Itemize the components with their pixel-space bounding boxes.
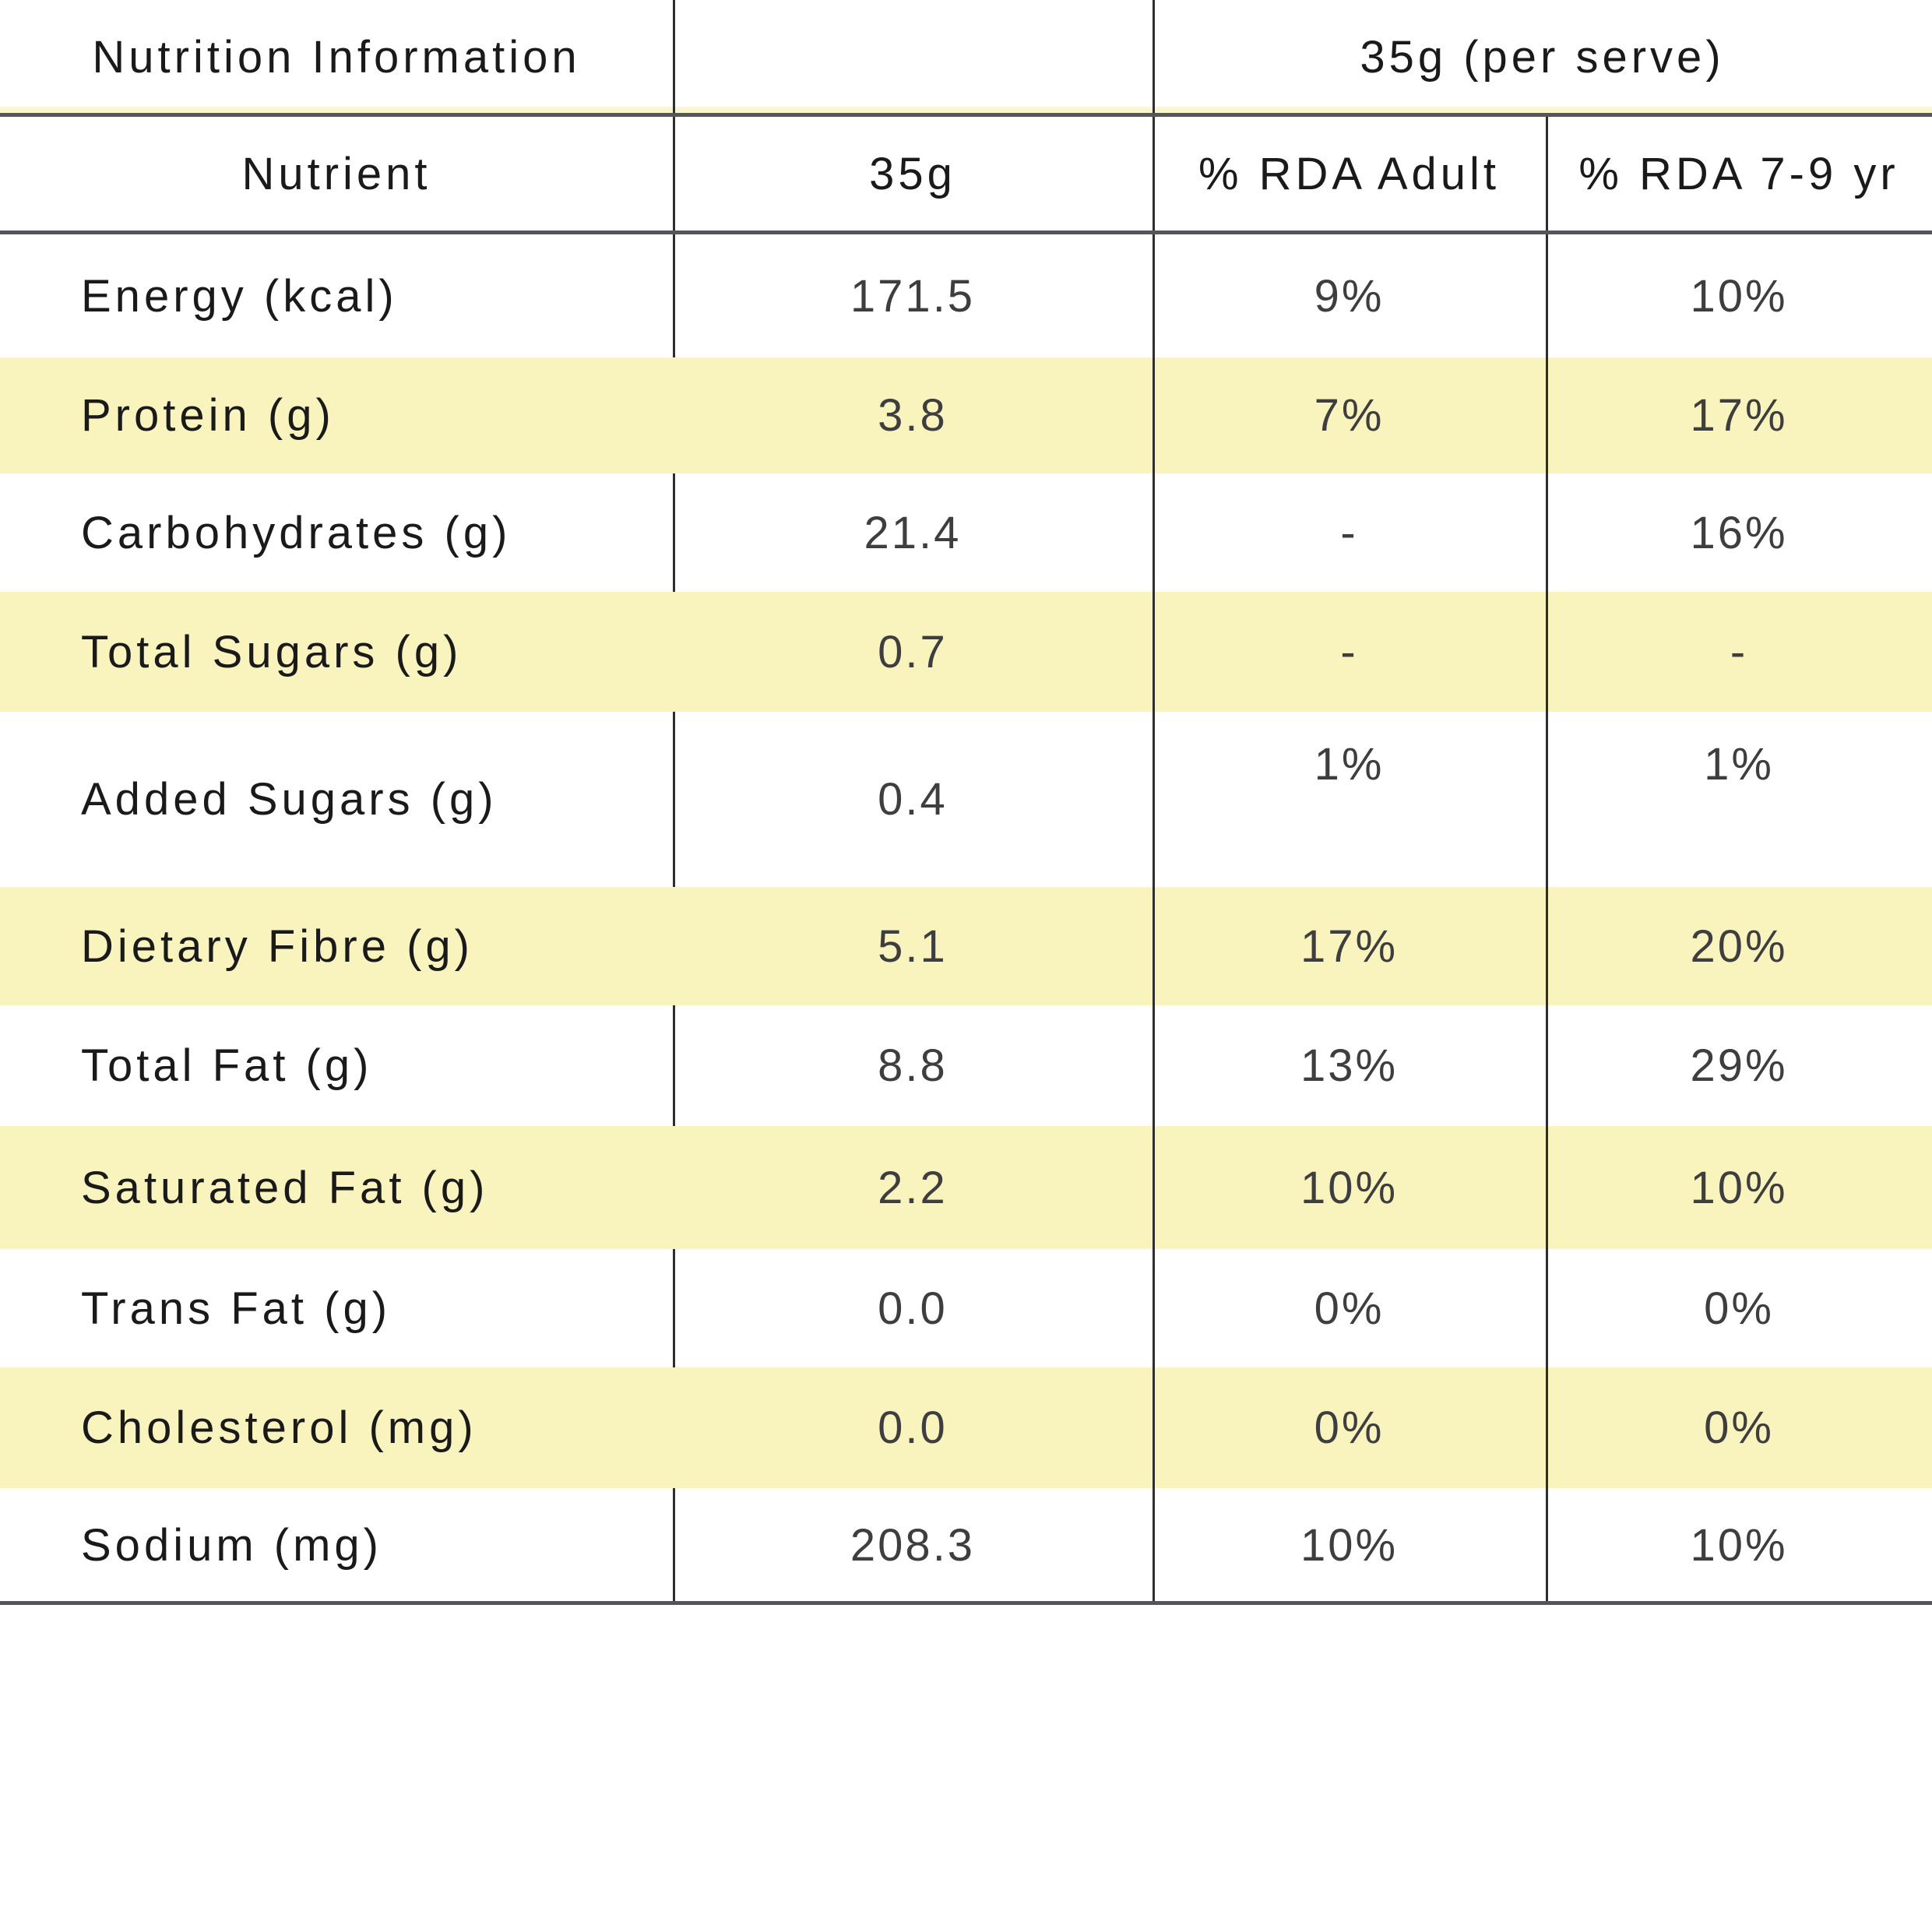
column-header-nutrient: Nutrient	[241, 149, 431, 199]
nutrient-amount: 0.0	[878, 1283, 948, 1334]
rda-adult-value: 0%	[1314, 1402, 1385, 1453]
row-highlight-total-sugars	[0, 592, 1932, 712]
grid-line-table-bottom	[0, 1601, 1932, 1605]
header-accent-strip	[0, 107, 1932, 114]
table-row-energy: Energy (kcal) 171.5 9% 10%	[0, 235, 1932, 357]
rda-adult-value: 13%	[1300, 1040, 1399, 1091]
table-row-sodium: Sodium (mg) 208.3 10% 10%	[0, 1488, 1932, 1603]
rda-child-value: 10%	[1690, 1162, 1788, 1213]
table-row-trans-fat: Trans Fat (g) 0.0 0% 0%	[0, 1249, 1932, 1367]
table-row-saturated-fat: Saturated Fat (g) 2.2 10% 10%	[0, 1126, 1932, 1249]
table-title-row: Nutrition Information 35g (per serve)	[0, 0, 1932, 114]
nutrient-label: Protein (g)	[81, 390, 335, 441]
nutrient-label: Total Sugars (g)	[81, 626, 463, 677]
rda-child-value: 17%	[1690, 390, 1788, 441]
column-header-row: Nutrient 35g % RDA Adult % RDA 7-9 yr	[0, 117, 1932, 231]
serving-size-header: 35g (per serve)	[1360, 32, 1725, 83]
nutrient-label: Energy (kcal)	[81, 271, 398, 322]
table-title: Nutrition Information	[92, 32, 581, 83]
rda-child-value: 29%	[1690, 1040, 1788, 1091]
nutrient-amount: 0.0	[878, 1402, 948, 1453]
rda-child-value: -	[1730, 626, 1748, 677]
nutrient-label: Added Sugars (g)	[81, 774, 498, 825]
rda-child-value: 0%	[1704, 1402, 1774, 1453]
nutrient-amount: 21.4	[864, 507, 962, 558]
table-row-carbohydrates: Carbohydrates (g) 21.4 - 16%	[0, 473, 1932, 592]
rda-child-value: 0%	[1704, 1283, 1774, 1334]
nutrient-label: Carbohydrates (g)	[81, 507, 512, 558]
rda-adult-value: -	[1340, 507, 1358, 558]
nutrient-amount: 8.8	[878, 1040, 948, 1091]
grid-line-title-bottom	[0, 113, 1932, 117]
table-row-protein: Protein (g) 3.8 7% 17%	[0, 357, 1932, 473]
table-row-total-sugars: Total Sugars (g) 0.7 - -	[0, 592, 1932, 712]
grid-line-vertical-3	[1546, 113, 1548, 1603]
rda-child-value: 20%	[1690, 920, 1788, 972]
nutrient-label: Cholesterol (mg)	[81, 1402, 477, 1453]
rda-adult-value: -	[1340, 626, 1358, 677]
nutrient-amount: 0.4	[878, 774, 948, 825]
nutrient-label: Total Fat (g)	[81, 1040, 373, 1091]
column-header-rda-child: % RDA 7-9 yr	[1578, 149, 1899, 199]
grid-line-vertical-1	[673, 0, 675, 1603]
rda-adult-value: 0%	[1314, 1283, 1385, 1334]
rda-adult-value: 10%	[1300, 1162, 1399, 1213]
row-highlight-saturated-fat	[0, 1126, 1932, 1249]
column-header-rda-adult: % RDA Adult	[1198, 149, 1501, 199]
column-header-amount: 35g	[869, 149, 956, 199]
rda-child-value: 16%	[1690, 507, 1788, 558]
nutrient-amount: 208.3	[850, 1520, 976, 1571]
nutrient-label: Saturated Fat (g)	[81, 1162, 489, 1213]
rda-adult-value: 10%	[1300, 1520, 1399, 1571]
grid-line-header-bottom	[0, 231, 1932, 234]
nutrient-amount: 5.1	[878, 920, 948, 972]
rda-child-value: 1%	[1704, 739, 1774, 790]
rda-adult-value: 7%	[1314, 390, 1385, 441]
table-row-added-sugars: Added Sugars (g) 0.4 1% 1%	[0, 712, 1932, 887]
row-highlight-dietary-fibre	[0, 887, 1932, 1005]
table-row-dietary-fibre: Dietary Fibre (g) 5.1 17% 20%	[0, 887, 1932, 1005]
rda-child-value: 10%	[1690, 271, 1788, 322]
nutrient-label: Dietary Fibre (g)	[81, 920, 473, 972]
nutrient-amount: 0.7	[878, 626, 948, 677]
nutrient-amount: 171.5	[850, 271, 976, 322]
nutrient-label: Trans Fat (g)	[81, 1283, 392, 1334]
row-highlight-cholesterol	[0, 1367, 1932, 1488]
grid-line-vertical-2	[1153, 0, 1155, 1603]
row-highlight-protein	[0, 357, 1932, 473]
rda-adult-value: 9%	[1314, 271, 1385, 322]
table-row-total-fat: Total Fat (g) 8.8 13% 29%	[0, 1005, 1932, 1126]
rda-adult-value: 1%	[1314, 739, 1385, 790]
table-row-cholesterol: Cholesterol (mg) 0.0 0% 0%	[0, 1367, 1932, 1488]
rda-adult-value: 17%	[1300, 920, 1399, 972]
nutrient-amount: 3.8	[878, 390, 948, 441]
nutrient-amount: 2.2	[878, 1162, 948, 1213]
nutrient-label: Sodium (mg)	[81, 1520, 382, 1571]
rda-child-value: 10%	[1690, 1520, 1788, 1571]
